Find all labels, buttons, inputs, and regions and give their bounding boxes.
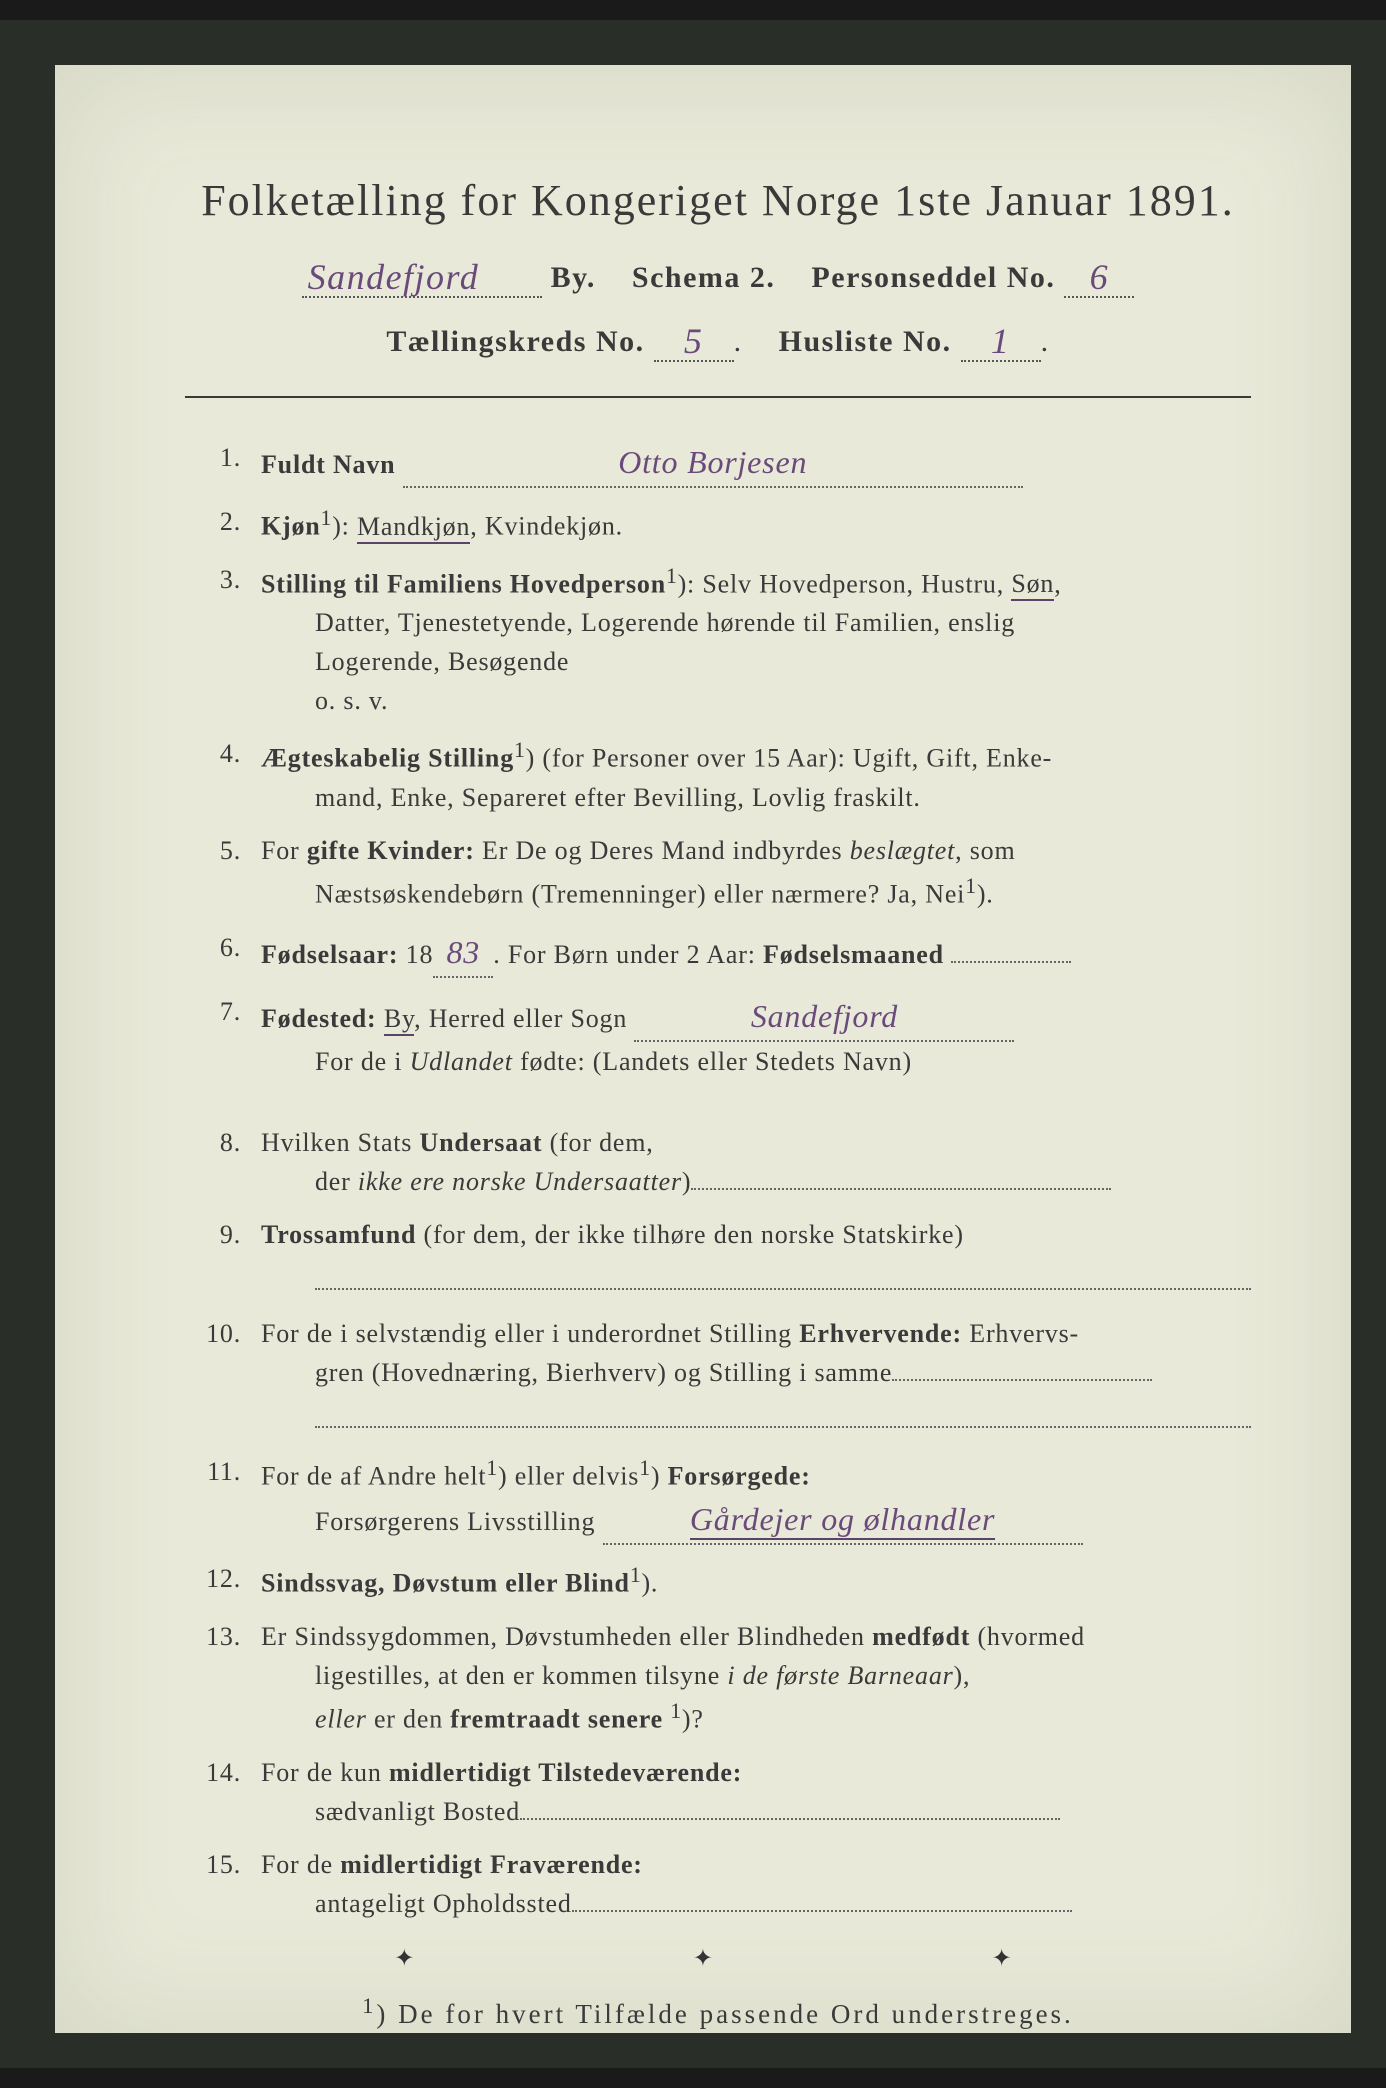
- taellingskreds-label: Tællingskreds No.: [386, 325, 644, 358]
- q-num: 14.: [193, 1753, 261, 1831]
- q10-label: Erhvervende:: [799, 1319, 962, 1348]
- q11-value: Gårdejer og ølhandler: [690, 1501, 995, 1540]
- mark-icon: ✦: [394, 1944, 414, 1973]
- q7-field: Sandefjord: [634, 992, 1014, 1042]
- q3-selected: Søn: [1011, 569, 1054, 601]
- q-num: 7.: [193, 992, 261, 1081]
- q15-field: [572, 1910, 1072, 1912]
- mark-icon: ✦: [992, 1944, 1012, 1973]
- q14-label: midlertidigt Tilstedeværende:: [389, 1758, 742, 1787]
- q7-label: Fødested:: [261, 1004, 377, 1033]
- q2-opt2: Kvindekjøn.: [485, 512, 623, 541]
- spacer: [193, 1095, 1251, 1123]
- q2-label: Kjøn: [261, 512, 321, 541]
- q8-field: [691, 1188, 1111, 1190]
- q-num: 12.: [193, 1559, 261, 1603]
- q7-selected: By: [384, 1004, 414, 1036]
- q6-year: 83: [446, 934, 480, 970]
- q7-value: Sandefjord: [751, 998, 898, 1034]
- by-value: Sandefjord: [308, 257, 480, 297]
- q10-field1: [892, 1379, 1152, 1381]
- personseddel-no: 6: [1090, 257, 1110, 297]
- q-num: 13.: [193, 1617, 261, 1739]
- schema-label: Schema 2.: [632, 261, 776, 294]
- question-6: 6. Fødselsaar: 1883. For Børn under 2 Aa…: [193, 928, 1251, 978]
- q11-label: Forsørgede:: [668, 1461, 811, 1490]
- questions-section: 1. Fuldt Navn Otto Borjesen 2. Kjøn1): M…: [185, 438, 1251, 1923]
- q12-label: Sindssvag, Døvstum eller Blind: [261, 1569, 630, 1598]
- header-line-1: Sandefjord By. Schema 2. Personseddel No…: [185, 254, 1251, 298]
- q8-label: Undersaat: [420, 1128, 543, 1157]
- q2-selected: Mandkjøn: [357, 512, 470, 544]
- q3-label: Stilling til Familiens Hovedperson: [261, 569, 666, 598]
- question-5: 5. For gifte Kvinder: Er De og Deres Man…: [193, 831, 1251, 914]
- question-14: 14. For de kun midlertidigt Tilstedevære…: [193, 1753, 1251, 1831]
- question-11: 11. For de af Andre helt1) eller delvis1…: [193, 1452, 1251, 1546]
- q9-field: [315, 1264, 1251, 1290]
- header-line-2: Tællingskreds No. 5 . Husliste No. 1 .: [185, 318, 1251, 362]
- scan-frame: Folketælling for Kongeriget Norge 1ste J…: [0, 20, 1386, 2068]
- question-15: 15. For de midlertidigt Fraværende: anta…: [193, 1845, 1251, 1923]
- husliste-no: 1: [991, 321, 1011, 361]
- q1-field: Otto Borjesen: [403, 438, 1023, 488]
- taellingskreds-field: 5: [654, 318, 734, 362]
- q14-field: [520, 1818, 1060, 1820]
- question-3: 3. Stilling til Familiens Hovedperson1):…: [193, 560, 1251, 721]
- q-num: 6.: [193, 928, 261, 978]
- q-num: 8.: [193, 1123, 261, 1201]
- q6-month-field: [951, 961, 1071, 963]
- q5-label: gifte Kvinder:: [307, 836, 475, 865]
- taellingskreds-no: 5: [684, 321, 704, 361]
- q4-label: Ægteskabelig Stilling: [261, 744, 514, 773]
- q1-value: Otto Borjesen: [618, 444, 807, 480]
- q11-field: Gårdejer og ølhandler: [603, 1495, 1083, 1545]
- question-1: 1. Fuldt Navn Otto Borjesen: [193, 438, 1251, 488]
- q6-year-field: 83: [433, 928, 493, 978]
- question-7: 7. Fødested: By, Herred eller Sogn Sande…: [193, 992, 1251, 1081]
- question-8: 8. Hvilken Stats Undersaat (for dem, der…: [193, 1123, 1251, 1201]
- husliste-label: Husliste No.: [779, 325, 952, 358]
- question-2: 2. Kjøn1): Mandkjøn, Kvindekjøn.: [193, 502, 1251, 546]
- question-4: 4. Ægteskabelig Stilling1) (for Personer…: [193, 734, 1251, 817]
- q-num: 2.: [193, 502, 261, 546]
- husliste-field: 1: [961, 318, 1041, 362]
- q-num: 1.: [193, 438, 261, 488]
- by-field: Sandefjord: [302, 254, 542, 298]
- q-num: 3.: [193, 560, 261, 721]
- q-num: 9.: [193, 1215, 261, 1300]
- q-num: 15.: [193, 1845, 261, 1923]
- q-num: 5.: [193, 831, 261, 914]
- by-label: By.: [551, 261, 596, 294]
- q15-label: midlertidigt Fraværende:: [340, 1850, 643, 1879]
- registration-marks: ✦ ✦ ✦: [55, 1944, 1351, 1973]
- question-9: 9. Trossamfund (for dem, der ikke tilhør…: [193, 1215, 1251, 1300]
- header-divider: [185, 396, 1251, 398]
- personseddel-label: Personseddel No.: [811, 261, 1055, 294]
- q1-label: Fuldt Navn: [261, 450, 395, 479]
- footnote: 1) De for hvert Tilfælde passende Ord un…: [185, 1993, 1251, 2030]
- personseddel-no-field: 6: [1064, 254, 1134, 298]
- q-num: 10.: [193, 1314, 261, 1438]
- form-title: Folketælling for Kongeriget Norge 1ste J…: [185, 175, 1251, 226]
- q-num: 11.: [193, 1452, 261, 1546]
- question-12: 12. Sindssvag, Døvstum eller Blind1).: [193, 1559, 1251, 1603]
- q-num: 4.: [193, 734, 261, 817]
- census-form-page: Folketælling for Kongeriget Norge 1ste J…: [55, 65, 1351, 2033]
- q10-field2: [315, 1402, 1251, 1428]
- q6-label: Fødselsaar:: [261, 940, 398, 969]
- q9-label: Trossamfund: [261, 1220, 416, 1249]
- mark-icon: ✦: [693, 1944, 713, 1973]
- question-13: 13. Er Sindssygdommen, Døvstumheden elle…: [193, 1617, 1251, 1739]
- question-10: 10. For de i selvstændig eller i underor…: [193, 1314, 1251, 1438]
